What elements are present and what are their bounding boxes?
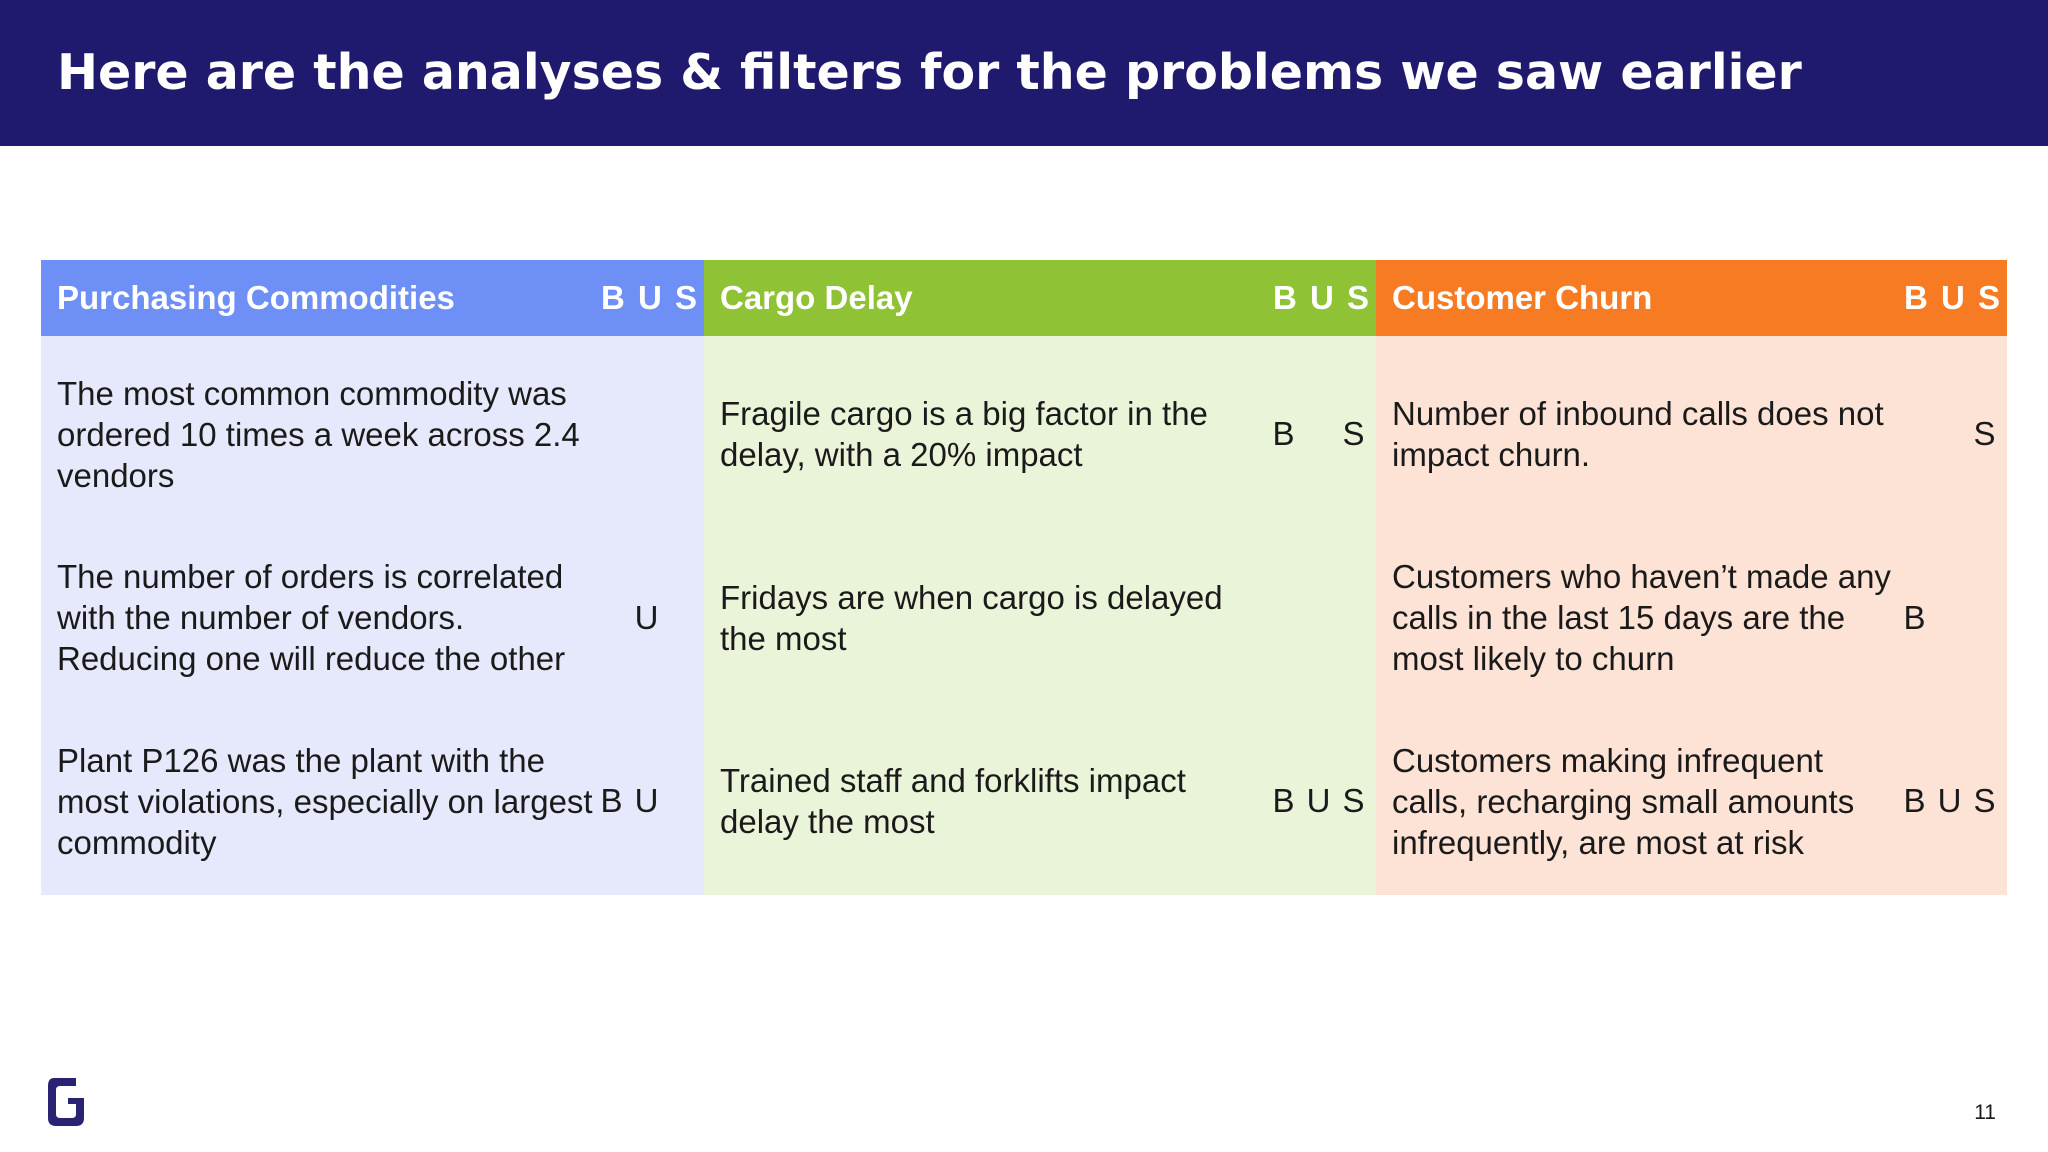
tag-u: U (1306, 782, 1331, 819)
column-header-cargo: Cargo Delay B U S (704, 260, 1376, 336)
column-header-label: Cargo Delay (720, 279, 913, 316)
tag-s (664, 599, 699, 637)
tag-s: S (1342, 415, 1365, 452)
tag-group: B S (1266, 415, 1376, 453)
finding-text: Trained staff and forklifts impact delay… (720, 762, 1186, 840)
g-logo-icon (48, 1078, 84, 1126)
tag-b (594, 599, 629, 637)
page-number: 11 (1974, 1101, 1996, 1124)
table-row: Number of inbound calls does not impact … (1376, 366, 2007, 502)
finding-text: Fridays are when cargo is delayed the mo… (720, 578, 1223, 657)
tag-s: S (1973, 415, 1996, 452)
finding-text: Fragile cargo is a big factor in the del… (720, 395, 1208, 473)
tag-s (664, 782, 699, 820)
tag-u: U (1937, 782, 1962, 819)
table-row: Customers making infrequent calls, recha… (1376, 733, 2007, 869)
column-header-tags: B U S (1903, 279, 2002, 316)
finding-text: Number of inbound calls does not impact … (1392, 395, 1884, 473)
column-body-churn: Number of inbound calls does not impact … (1376, 336, 2007, 895)
finding-text: Customers who haven’t made any calls in … (1392, 558, 1891, 677)
table-row: Fragile cargo is a big factor in the del… (704, 366, 1376, 502)
tag-b: B (600, 782, 623, 819)
table-row: Plant P126 was the plant with the most v… (41, 733, 704, 869)
tag-u (1932, 599, 1967, 637)
finding-text: Plant P126 was the plant with the most v… (57, 741, 593, 861)
tag-group: U (594, 599, 704, 637)
column-header-tags: B U S (1272, 279, 1371, 316)
tag-b: B (1272, 415, 1295, 452)
table-row: The most common commodity was ordered 10… (41, 366, 704, 502)
column-header-tags: B U S (600, 279, 699, 316)
tag-group: S (1897, 415, 2007, 453)
table-row: Customers who haven’t made any calls in … (1376, 550, 2007, 686)
tag-s: S (1973, 782, 1996, 819)
tag-group: B U S (1266, 782, 1376, 820)
finding-text: The most common commodity was ordered 10… (57, 374, 580, 494)
table-row: The number of orders is correlated with … (41, 550, 704, 686)
column-header-label: Customer Churn (1392, 279, 1653, 316)
column-header-purchasing: Purchasing Commodities B U S (41, 260, 704, 336)
tag-u: U (634, 598, 659, 636)
tag-b (1897, 415, 1932, 453)
column-header-churn: Customer Churn B U S (1376, 260, 2007, 336)
title-bar: Here are the analyses & filters for the … (0, 0, 2048, 146)
tag-u (1932, 415, 1967, 453)
slide-title: Here are the analyses & filters for the … (57, 44, 1802, 101)
table-row: Trained staff and forklifts impact delay… (704, 733, 1376, 869)
tag-group: B U S (1897, 782, 2007, 820)
tag-group: B U (594, 782, 704, 820)
tag-u: U (634, 782, 659, 819)
tag-b: B (1903, 598, 1926, 636)
tag-s: S (1342, 782, 1365, 819)
tag-u (1301, 415, 1336, 453)
table-row: Fridays are when cargo is delayed the mo… (704, 550, 1376, 686)
tag-group: B (1897, 599, 2007, 637)
tag-b: B (1903, 782, 1926, 819)
analysis-table: Purchasing Commodities B U S Cargo Delay… (41, 260, 2007, 895)
tag-b: B (1272, 782, 1295, 819)
finding-text: Customers making infrequent calls, recha… (1392, 741, 1855, 861)
column-body-cargo: Fragile cargo is a big factor in the del… (704, 336, 1376, 895)
column-body-purchasing: The most common commodity was ordered 10… (41, 336, 704, 895)
tag-s (1967, 599, 2002, 637)
column-header-label: Purchasing Commodities (57, 279, 455, 316)
finding-text: The number of orders is correlated with … (57, 558, 566, 677)
